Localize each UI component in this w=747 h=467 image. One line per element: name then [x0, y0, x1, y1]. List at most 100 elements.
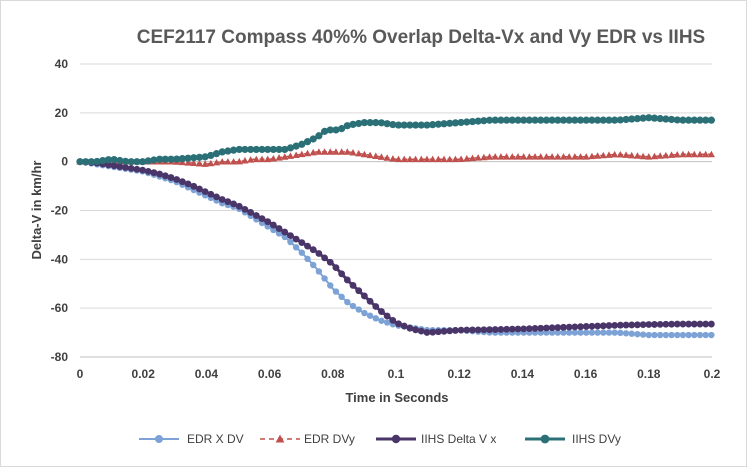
data-point: [349, 302, 357, 310]
data-point: [645, 153, 653, 160]
data-point: [178, 155, 186, 163]
data-point: [304, 255, 311, 263]
data-point: [218, 196, 226, 203]
data-point: [582, 116, 590, 124]
data-point: [691, 331, 698, 339]
data-point: [327, 282, 334, 289]
data-point: [571, 323, 579, 331]
y-tick-label: 40: [55, 57, 69, 71]
data-point: [690, 116, 698, 124]
data-point: [674, 331, 681, 339]
data-point: [104, 156, 113, 164]
series-line: [79, 160, 712, 335]
legend-item: IIHS DVy: [525, 432, 621, 446]
data-point: [537, 116, 545, 124]
data-point: [235, 145, 243, 154]
data-point: [457, 155, 465, 162]
data-point: [224, 158, 232, 165]
x-axis-title: Time in Seconds: [345, 390, 448, 405]
data-point: [173, 155, 181, 163]
data-point: [622, 115, 630, 124]
data-point: [292, 151, 300, 159]
data-point: [463, 155, 471, 162]
data-point: [707, 150, 715, 158]
data-point: [667, 115, 676, 124]
data-point: [611, 329, 618, 336]
x-tick-label: 0.12: [448, 367, 472, 381]
data-point: [144, 157, 152, 165]
data-point: [503, 116, 511, 124]
data-point: [434, 120, 442, 128]
data-point: [411, 155, 420, 163]
data-point: [383, 319, 391, 326]
data-point: [429, 121, 437, 129]
data-point: [275, 230, 283, 237]
data-point: [491, 116, 499, 124]
data-point: [463, 118, 471, 126]
data-point: [679, 331, 687, 339]
data-point: [315, 148, 323, 155]
data-point: [628, 321, 636, 329]
data-point: [332, 288, 340, 295]
data-point: [190, 182, 198, 190]
series-group: [76, 114, 715, 339]
data-point: [576, 116, 585, 124]
data-point: [537, 324, 545, 332]
data-point: [378, 308, 385, 315]
data-point: [560, 329, 567, 336]
data-point: [310, 261, 317, 269]
axes: -80 -60 -40 -20 0 20 40 0 0.02 0.04 0.06 0.08 0.1 0.1…: [51, 57, 721, 381]
grid-lines: [80, 63, 712, 358]
data-point: [480, 117, 488, 125]
data-point: [326, 148, 334, 155]
data-point: [321, 275, 328, 282]
data-point: [190, 159, 198, 167]
data-point: [212, 150, 221, 158]
data-point: [241, 205, 249, 213]
data-point: [616, 150, 624, 158]
data-point: [366, 312, 374, 319]
data-point: [451, 119, 460, 127]
data-point: [497, 326, 505, 333]
legend-swatch-marker: [391, 434, 401, 444]
data-point: [105, 161, 112, 169]
data-point: [361, 309, 368, 317]
legend-label: EDR DVy: [304, 432, 355, 446]
data-point: [275, 225, 283, 232]
data-point: [326, 126, 334, 134]
data-point: [605, 322, 613, 329]
data-point: [184, 180, 192, 188]
data-point: [491, 326, 499, 333]
data-point: [565, 116, 573, 124]
data-point: [582, 153, 590, 160]
data-point: [616, 321, 624, 329]
data-point: [554, 324, 562, 331]
data-point: [588, 329, 596, 336]
data-point: [349, 282, 357, 289]
data-point: [577, 323, 584, 331]
data-point: [224, 198, 232, 206]
data-point: [207, 159, 215, 167]
data-point: [258, 155, 266, 163]
data-point: [497, 153, 505, 160]
data-point: [355, 287, 363, 295]
data-point: [656, 114, 664, 123]
data-point: [395, 320, 402, 328]
data-point: [338, 125, 346, 133]
data-point: [583, 329, 590, 336]
legend-swatch-marker: [540, 434, 550, 444]
data-point: [303, 138, 312, 146]
data-point: [480, 326, 488, 334]
data-point: [394, 121, 403, 129]
data-point: [127, 158, 135, 166]
data-point: [355, 119, 363, 128]
data-point: [201, 153, 209, 161]
data-point: [622, 321, 630, 329]
data-point: [469, 326, 476, 334]
data-point: [332, 126, 340, 134]
data-point: [195, 153, 204, 161]
data-point: [423, 329, 431, 336]
data-point: [224, 147, 232, 155]
data-point: [264, 145, 272, 154]
